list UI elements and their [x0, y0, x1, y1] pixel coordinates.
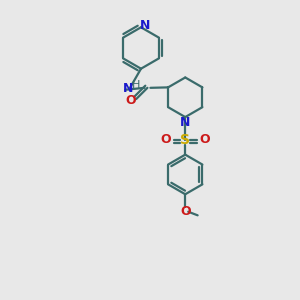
Text: O: O — [125, 94, 136, 107]
Text: O: O — [180, 205, 190, 218]
Text: N: N — [140, 19, 150, 32]
Text: O: O — [160, 133, 171, 146]
Text: H: H — [132, 80, 140, 90]
Text: N: N — [180, 116, 190, 129]
Text: N: N — [123, 82, 134, 95]
Text: O: O — [200, 133, 210, 146]
Text: S: S — [180, 133, 190, 147]
